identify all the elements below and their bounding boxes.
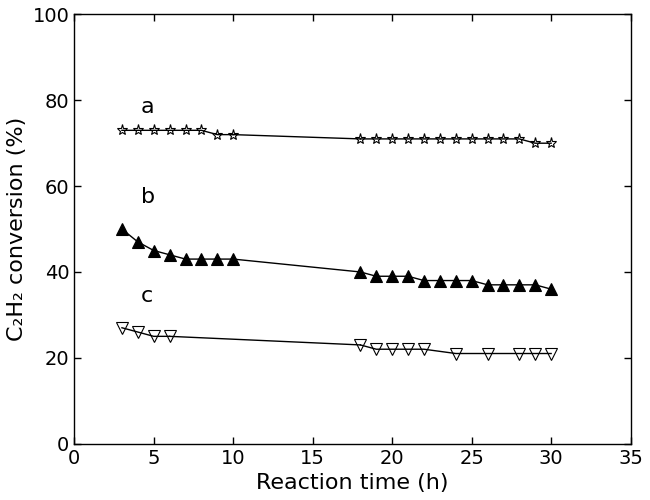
Y-axis label: C₂H₂ conversion (%): C₂H₂ conversion (%): [7, 117, 27, 341]
Text: a: a: [141, 97, 155, 117]
Text: b: b: [141, 188, 155, 208]
X-axis label: Reaction time (h): Reaction time (h): [256, 473, 448, 493]
Text: c: c: [141, 286, 153, 306]
